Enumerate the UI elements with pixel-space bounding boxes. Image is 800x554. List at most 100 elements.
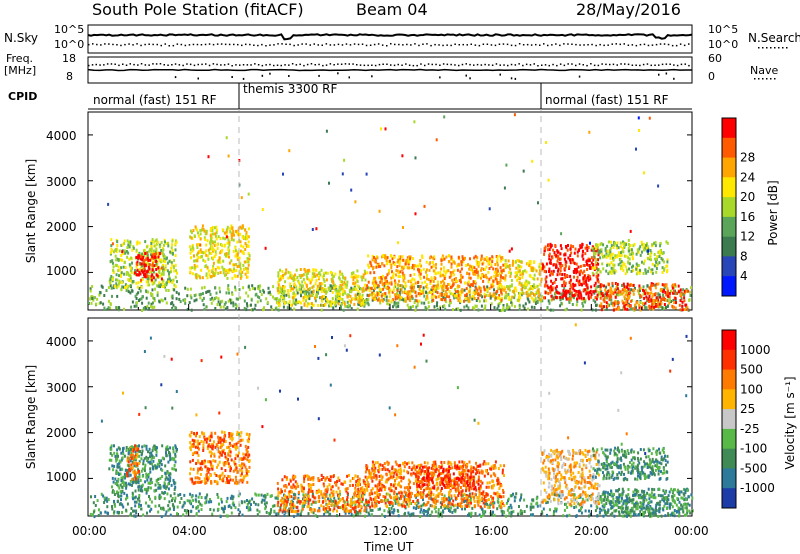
power-cell [577,290,580,293]
power-cell [332,285,335,289]
velocity-cell [132,477,135,481]
power-cell [517,266,520,270]
power-cell [413,120,416,124]
power-cell [490,285,493,289]
power-cell [334,300,337,304]
power-cell [608,282,610,286]
power-cell [471,284,474,287]
power-cell [497,285,500,289]
power-cell [383,284,386,288]
power-cell [389,259,391,263]
power-cell [627,287,630,291]
velocity-cell [239,510,241,514]
velocity-cell [381,513,384,517]
power-cell [639,295,641,299]
velocity-cell [618,493,621,497]
velocity-cell [566,514,568,518]
velocity-cell [367,511,370,515]
power-cell [152,270,155,274]
velocity-cell [303,503,306,506]
power-cell [244,272,247,276]
power-cell [642,245,645,249]
power-cell [575,262,578,266]
power-cell [227,154,230,158]
power-cell [319,296,321,300]
power-cell [334,294,337,298]
power-cell [569,288,571,292]
power-cell [690,286,693,290]
power-cell [214,240,216,244]
power-cell [310,302,313,305]
power-cell [392,289,395,292]
power-cell [138,270,141,274]
velocity-cell [113,510,116,514]
power-cell [372,296,375,300]
power-cell [587,294,590,298]
velocity-cell [92,501,95,505]
power-cell [346,293,349,297]
power-cell [369,261,372,265]
power-cell [596,285,599,289]
power-cell [150,278,153,282]
power-cell [350,272,353,275]
power-cell [160,298,163,302]
velocity-cell [408,513,411,517]
power-cell [660,299,663,303]
power-cell [614,256,617,259]
power-cell [220,250,223,254]
power-cell [531,287,534,291]
power-cell [189,287,192,291]
velocity-cell [160,467,163,471]
power-cell [152,240,155,244]
velocity-cell [629,511,632,515]
power-cell [461,290,464,294]
power-cell [232,238,235,242]
velocity-cell [168,479,171,483]
power-cell [435,138,438,142]
power-cell [333,303,336,306]
power-cell [202,296,205,300]
power-cell [595,275,598,279]
velocity-cell [93,515,96,519]
power-cell [135,248,138,252]
power-cell [431,286,434,290]
power-cell [614,290,617,294]
power-cell [527,280,530,284]
velocity-cell [114,504,117,508]
power-cell [341,287,344,291]
power-cell [525,291,528,294]
power-cell [561,264,564,268]
power-cell [532,285,534,289]
power-cell [590,248,593,252]
power-cell [175,297,178,301]
power-cell [661,252,664,256]
power-cell [362,301,364,305]
power-cell [533,277,536,281]
velocity-cell [287,512,290,516]
power-cell [386,273,389,277]
power-cell [412,257,415,260]
power-cell [215,296,218,300]
power-cell [492,279,495,283]
power-cell [463,299,465,303]
power-cell [134,269,137,273]
power-cell [594,289,597,293]
power-cell [242,252,245,256]
power-cell [195,275,198,279]
power-cell [367,294,370,298]
power-cell [315,227,318,231]
velocity-cell [453,508,456,512]
power-cell [337,302,340,306]
power-cell [298,286,301,290]
velocity-cell [420,508,423,512]
power-cell [305,283,308,287]
power-cell [582,249,584,253]
power-cell [228,240,231,244]
power-cell [109,284,112,288]
power-cell [191,245,194,249]
power-cell [226,306,229,309]
power-cell [597,280,600,284]
power-cell [630,248,633,252]
power-cell [379,276,382,279]
power-cell [588,266,591,270]
